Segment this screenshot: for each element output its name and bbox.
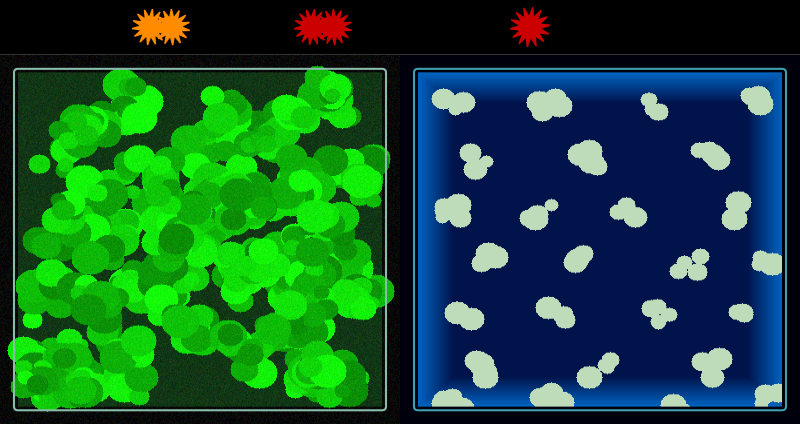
Polygon shape	[510, 7, 550, 47]
Text: Priming: Priming	[10, 13, 132, 41]
Text: 44°C: 44°C	[460, 13, 533, 41]
Polygon shape	[294, 9, 330, 45]
Text: + 44°C: + 44°C	[196, 13, 302, 41]
Polygon shape	[154, 9, 190, 45]
Polygon shape	[316, 9, 352, 45]
Polygon shape	[132, 9, 168, 45]
